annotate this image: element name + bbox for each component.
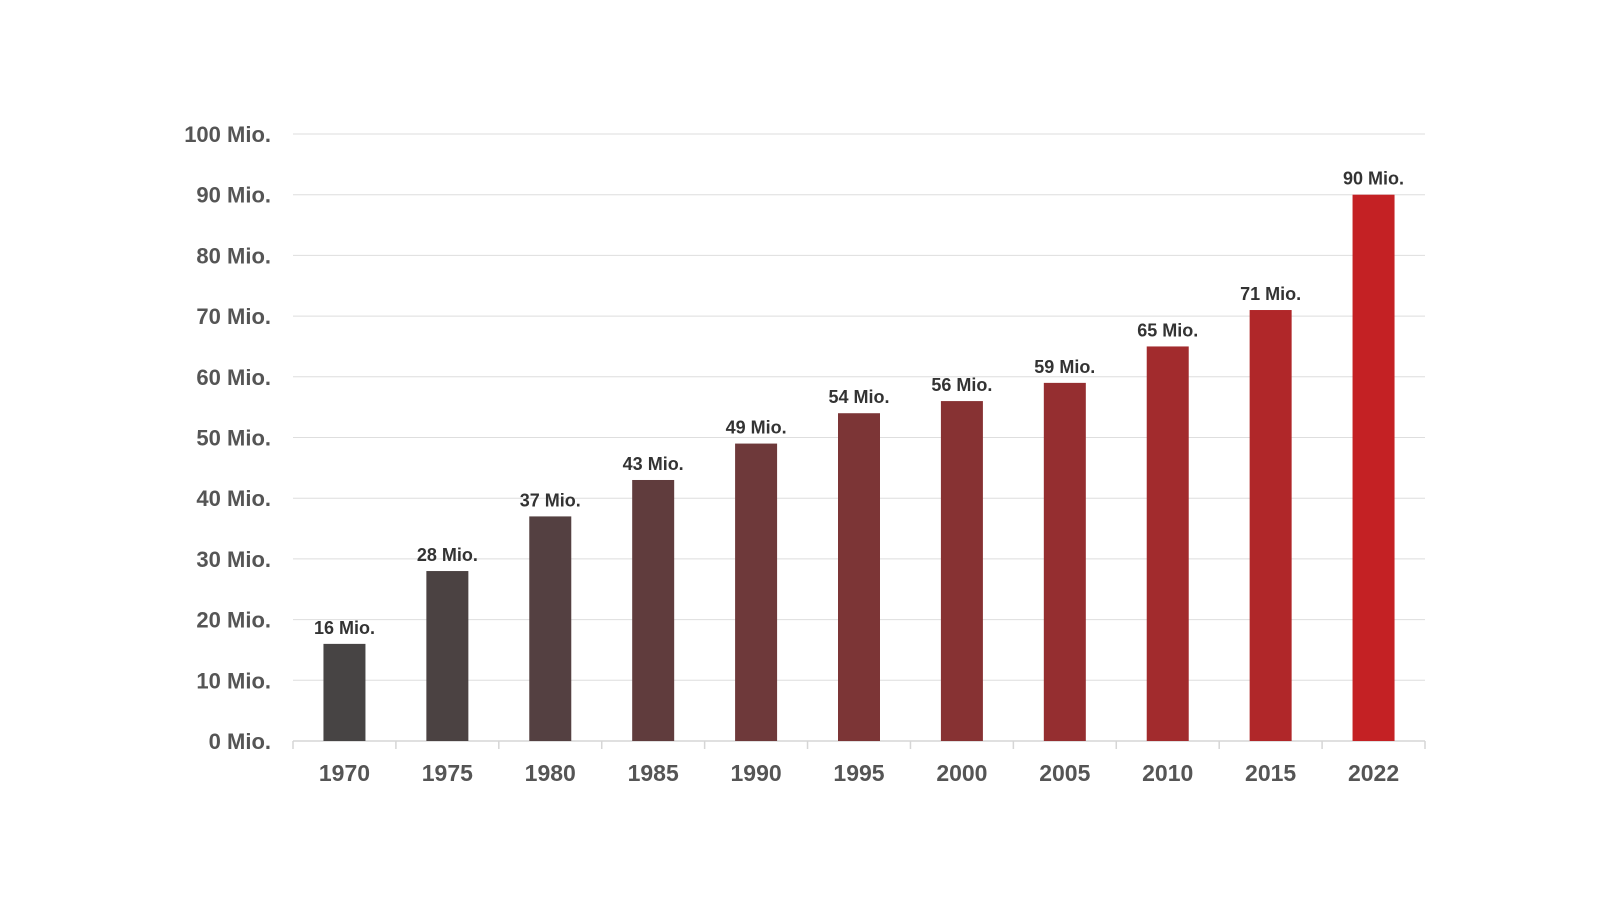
data-label: 37 Mio. (520, 490, 581, 510)
y-tick-label: 100 Mio. (184, 122, 271, 147)
x-tick-label: 2022 (1348, 760, 1399, 786)
x-tick-label: 2005 (1039, 760, 1090, 786)
bar (1249, 310, 1292, 741)
bar (1043, 382, 1086, 741)
bar (426, 571, 469, 741)
x-tick-label: 1970 (319, 760, 370, 786)
x-tick-label: 1980 (525, 760, 576, 786)
bar (632, 479, 675, 741)
x-tick-label: 2000 (936, 760, 987, 786)
bar (1352, 194, 1395, 741)
y-tick-label: 80 Mio. (196, 243, 271, 268)
data-label: 16 Mio. (314, 618, 375, 638)
x-tick-label: 1990 (731, 760, 782, 786)
bar (940, 401, 983, 741)
data-labels: 16 Mio. 28 Mio. 37 Mio. 43 Mio. 49 Mio. 54 Mi… (314, 169, 1404, 638)
x-tick-label: 1985 (628, 760, 679, 786)
x-axis-tick-labels: 1970 1975 1980 1985 1990 1995 2000 2005 2010 2015… (319, 760, 1399, 786)
data-label: 28 Mio. (417, 545, 478, 565)
y-axis-tick-labels: 0 Mio. 10 Mio. 20 Mio. 30 Mio. 40 Mio. 50 Mio… (184, 122, 271, 754)
y-tick-label: 50 Mio. (196, 426, 271, 451)
bar (323, 643, 366, 741)
bar (529, 516, 572, 741)
bar (838, 413, 880, 741)
y-tick-label: 90 Mio. (196, 183, 271, 208)
data-label: 56 Mio. (931, 375, 992, 395)
data-label: 43 Mio. (623, 454, 684, 474)
data-label: 90 Mio. (1343, 169, 1404, 189)
data-label: 65 Mio. (1137, 320, 1198, 340)
data-label: 59 Mio. (1034, 357, 1095, 377)
x-tick-label: 1995 (833, 760, 884, 786)
x-tick-label: 2015 (1245, 760, 1296, 786)
data-label: 54 Mio. (828, 387, 889, 407)
y-tick-label: 10 Mio. (196, 668, 271, 693)
x-axis (292, 740, 1426, 749)
x-tick-label: 2010 (1142, 760, 1193, 786)
bar (735, 443, 778, 741)
bar (1146, 346, 1189, 741)
bars (323, 194, 1395, 741)
x-tick-label: 1975 (422, 760, 473, 786)
y-tick-label: 70 Mio. (196, 304, 271, 329)
y-tick-label: 0 Mio. (209, 729, 271, 754)
y-tick-label: 20 Mio. (196, 608, 271, 633)
data-label: 71 Mio. (1240, 284, 1301, 304)
y-tick-label: 30 Mio. (196, 547, 271, 572)
data-label: 49 Mio. (726, 418, 787, 438)
y-tick-label: 60 Mio. (196, 365, 271, 390)
y-tick-label: 40 Mio. (196, 486, 271, 511)
